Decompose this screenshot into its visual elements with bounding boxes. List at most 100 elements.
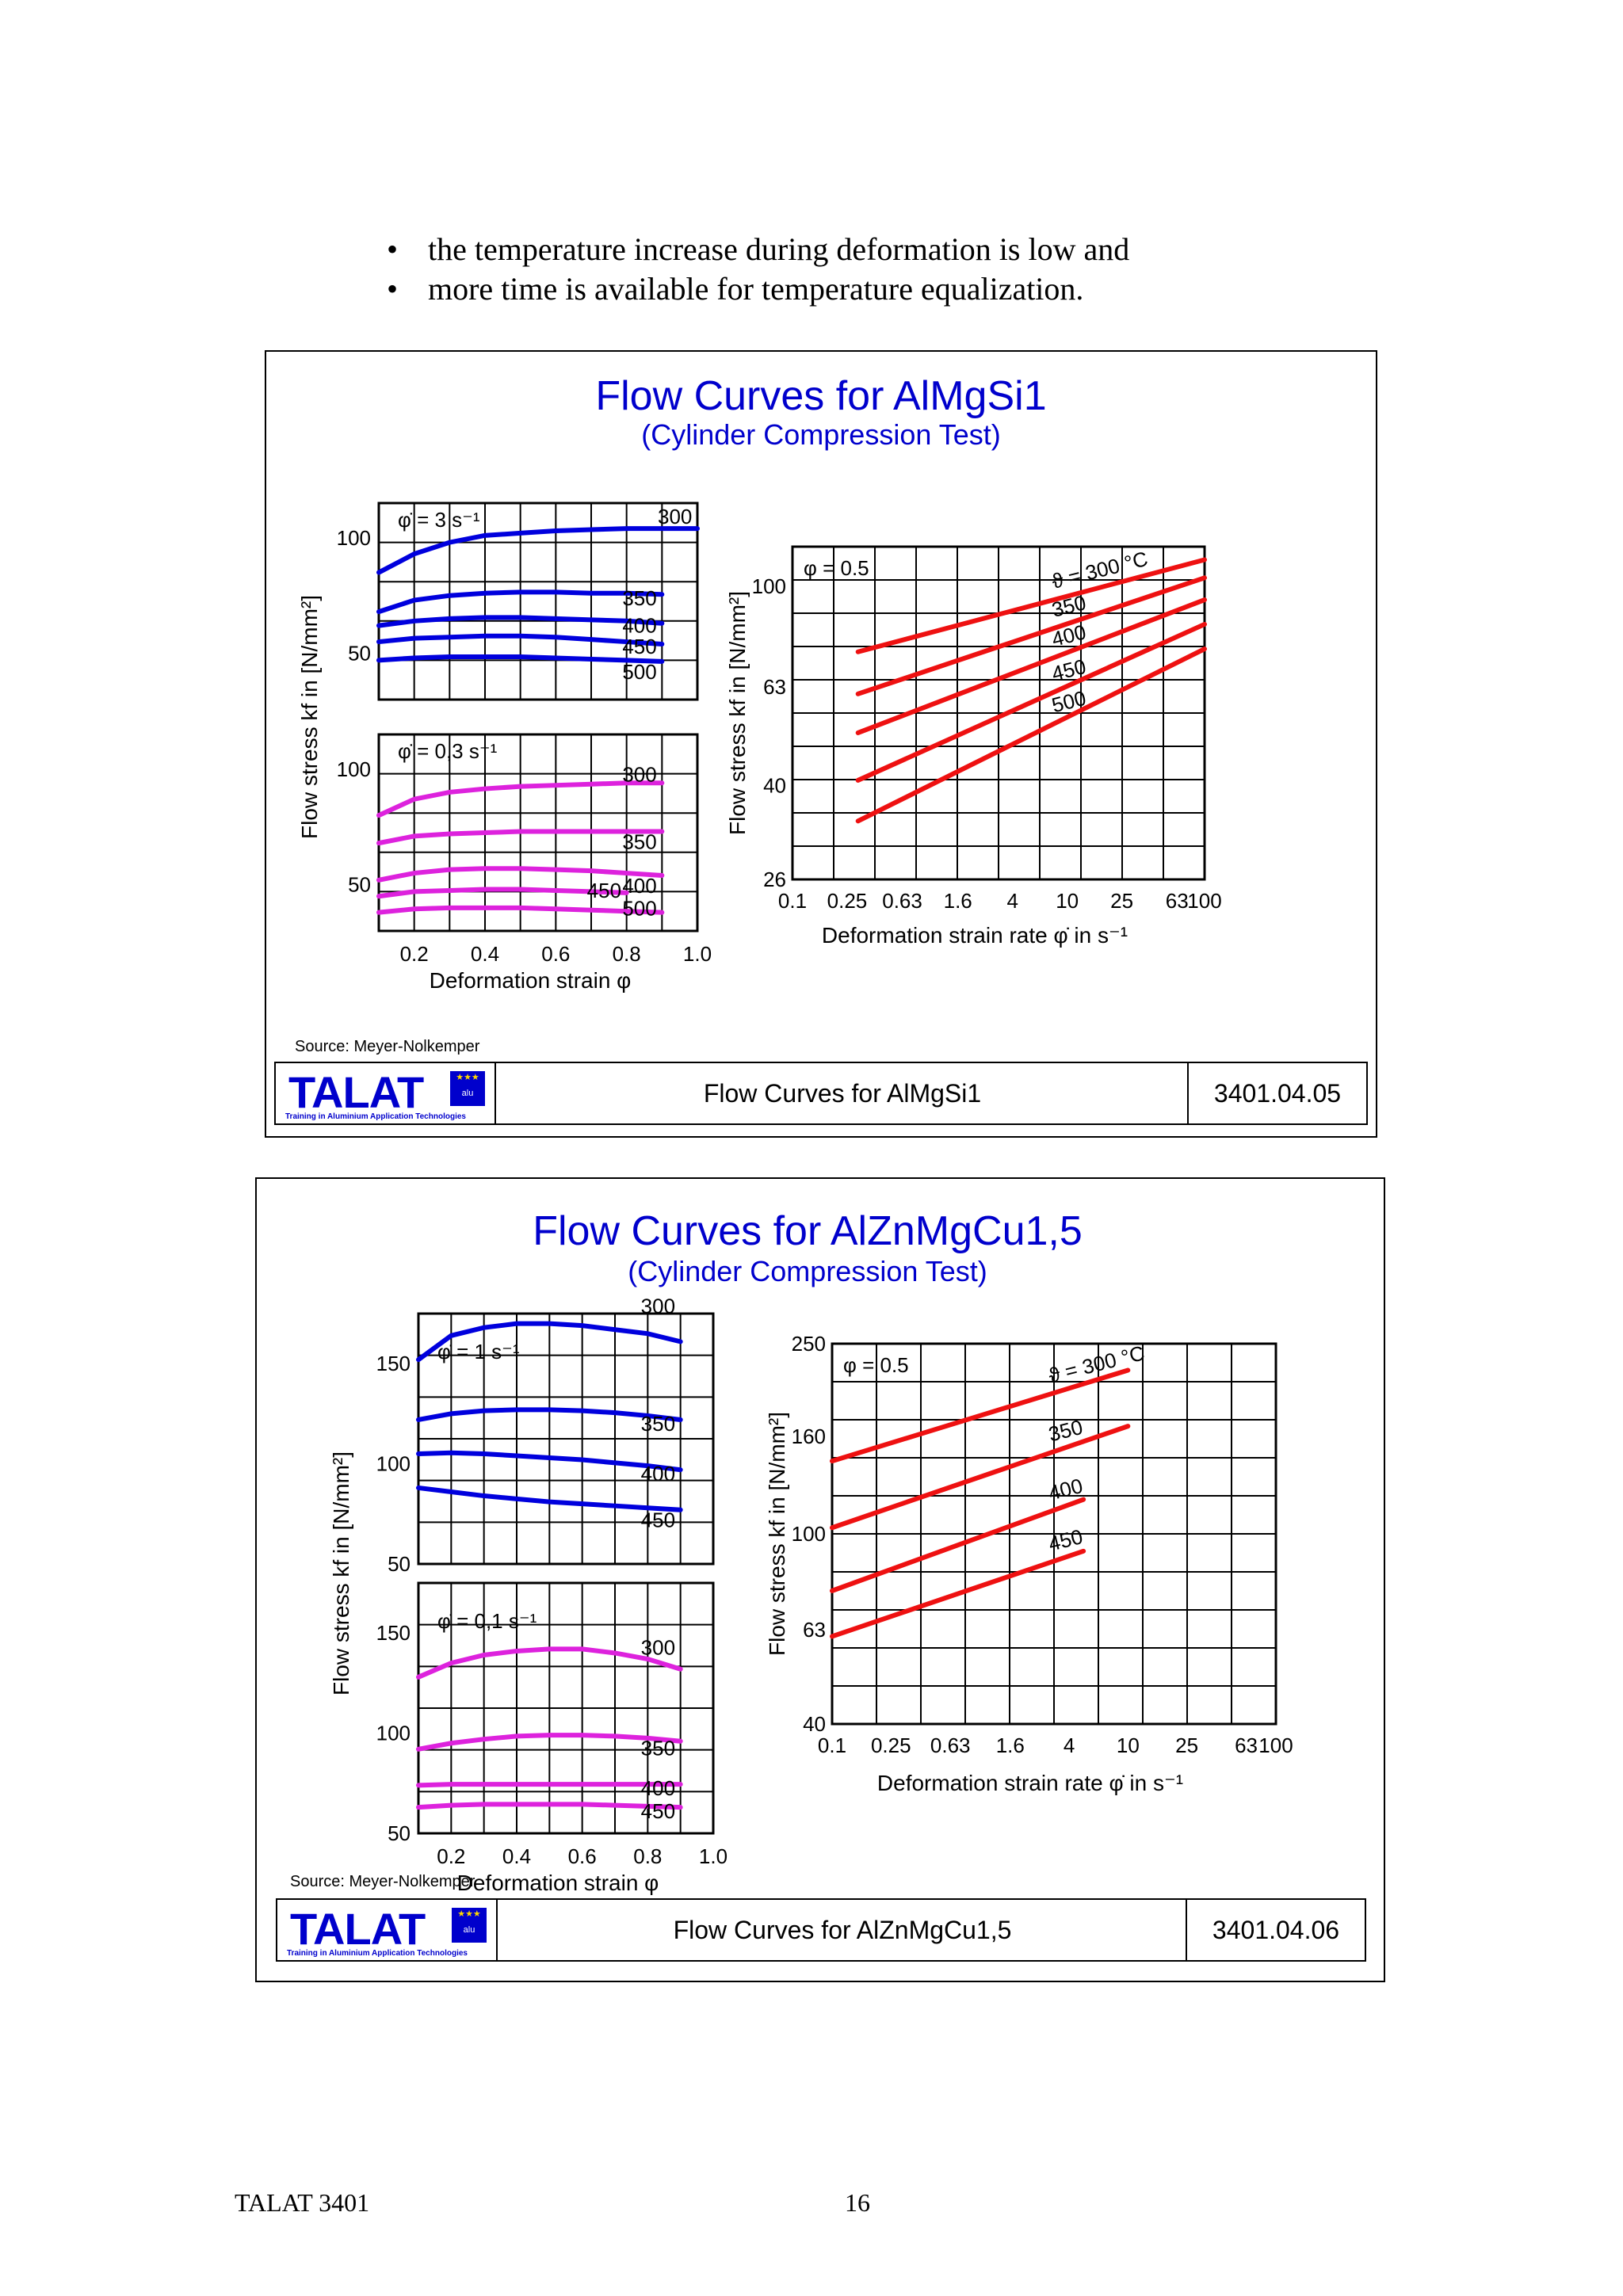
y-axis-title: Flow stress kf in [N/mm²] [329,1451,353,1695]
x-tick-label: 0.63 [882,889,922,913]
series-line [376,866,665,883]
series-label: 400 [641,1776,675,1800]
x-tick-label: 0.63 [930,1733,971,1757]
y-axis-title: Flow stress kf in [N/mm²] [765,1412,789,1656]
footer-title: Flow Curves for AlMgSi1 [703,1079,982,1108]
series-line [855,557,1207,654]
figure-title: Flow Curves for AlZnMgCu1,5 [533,1208,1083,1254]
series-label: 300 [641,1294,675,1318]
series-label: 350 [641,1412,675,1436]
y-tick-label: 150 [376,1621,411,1645]
x-tick-label: 4 [1006,889,1018,913]
figure-title: Flow Curves for AlMgSi1 [595,373,1047,419]
series-line [376,589,665,615]
series-label: 450 [587,879,621,902]
y-tick-label: 150 [376,1352,411,1375]
series-label: 350 [622,830,656,854]
series-line [376,905,665,915]
x-tick-label: 0.2 [437,1844,465,1868]
series-line [855,621,1207,783]
talat-logo: TALAT alu Training in Aluminium Applicat… [277,1892,498,1960]
series-label: 300 [641,1636,675,1660]
plot-frame [377,502,699,701]
series-label: 300 [658,505,692,528]
x-tick-label: 0.4 [502,1844,531,1868]
x-tick-label: 63 [1166,889,1189,913]
series-line [830,1497,1086,1593]
series-line [416,1485,683,1512]
series-line [830,1548,1086,1639]
panel-rate-label: φ̇ = 0,3 s⁻¹ [398,739,498,763]
source-note: Source: Meyer-Nolkemper [290,1873,475,1890]
bullet-list: the temperature increase during deformat… [380,230,1129,309]
series-label: 450 [641,1799,675,1823]
x-tick-label: 100 [1258,1733,1293,1757]
plot-frame [417,1312,715,1566]
series-line [416,1782,683,1788]
logo-wordmark: TALAT [288,1067,424,1117]
series-line [830,1367,1131,1464]
logo-tagline: Training in Aluminium Application Techno… [287,1949,468,1958]
footer-code: 3401.04.06 [1186,1900,1365,1960]
x-tick-label: 25 [1110,889,1133,913]
source-note: Source: Meyer-Nolkemper [295,1038,480,1055]
x-tick-label: 100 [1187,889,1221,913]
x-tick-label: 4 [1064,1733,1075,1757]
x-tick-label: 10 [1056,889,1079,913]
series-line [830,1424,1131,1531]
series-label: 300 [622,762,656,786]
figure-footer: TALAT alu Training in Aluminium Applicat… [276,1892,1366,1962]
panel-rate-label: φ̇ = 1 s⁻¹ [437,1340,520,1363]
x-tick-label: 10 [1117,1733,1140,1757]
plot-frame [377,733,699,933]
series-line [416,1802,683,1810]
series-label: 350 [641,1737,675,1760]
series-label: 500 [622,660,656,684]
series-line [416,1450,683,1473]
y-tick-label: 100 [376,1452,411,1476]
figure-alznmgcu: Flow Curves for AlZnMgCu1,5 (Cylinder Co… [255,1177,1385,1982]
x-tick-label: 0.25 [827,889,868,913]
panel-rate-label: φ̇ = 0,1 s⁻¹ [437,1609,537,1633]
y-tick-label: 100 [337,526,371,550]
series-line [416,1646,683,1680]
x-axis-title: Deformation strain φ [430,968,632,993]
x-tick-label: 0.6 [541,942,570,966]
y-axis-title: Flow stress kf in [N/mm²] [297,595,322,839]
footer-title: Flow Curves for AlZnMgCu1,5 [673,1916,1012,1944]
series-line [376,829,665,846]
x-tick-label: 1.0 [683,942,712,966]
series-label: 350 [622,586,656,610]
x-tick-label: 0.2 [400,942,429,966]
x-tick-label: 25 [1175,1733,1198,1757]
plot-frame [791,545,1206,881]
plot-frame [831,1342,1277,1726]
x-tick-label: 0.1 [818,1733,846,1757]
y-tick-label: 100 [752,574,786,598]
bullet-item: more time is available for temperature e… [380,269,1129,309]
series-line [855,646,1207,824]
x-tick-label: 0.6 [568,1844,597,1868]
series-line [376,633,665,646]
x-tick-label: 0.8 [613,942,641,966]
logo-tagline: Training in Aluminium Application Techno… [285,1112,466,1121]
series-label: 500 [622,897,656,921]
x-tick-label: 0.4 [471,942,499,966]
y-tick-label: 160 [792,1425,826,1448]
y-tick-label: 26 [763,868,786,891]
page-number: 16 [845,2188,870,2217]
eu-stars-icon: alu [450,1055,485,1106]
bullet-item: the temperature increase during deformat… [380,230,1129,269]
y-tick-label: 40 [763,774,786,798]
series-line [416,1321,683,1363]
x-axis-title: Deformation strain rate φ̇ in s⁻¹ [822,923,1128,948]
footer-code: 3401.04.05 [1187,1063,1366,1123]
x-tick-label: 1.6 [996,1733,1025,1757]
figure-subtitle: (Cylinder Compression Test) [641,418,1001,451]
x-tick-label: 0.8 [633,1844,662,1868]
x-axis-title: Deformation strain rate φ̇ in s⁻¹ [877,1771,1183,1795]
panel-rate-label: φ̇ = 3 s⁻¹ [398,508,480,532]
